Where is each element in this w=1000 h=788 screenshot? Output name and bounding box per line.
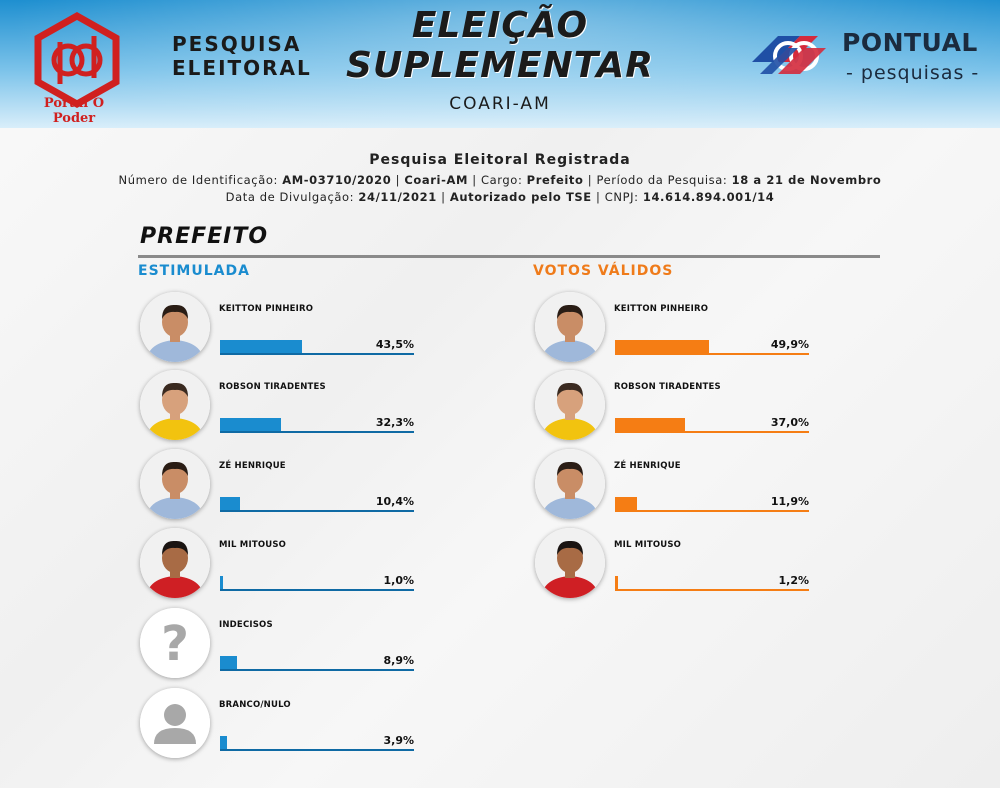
bar: [615, 418, 685, 431]
bar-category-label: ZÉ HENRIQUE: [219, 461, 286, 471]
info-segment: | Período da Pesquisa:: [583, 173, 732, 187]
section-divider: [138, 255, 880, 258]
bar-value-label: 1,2%: [778, 574, 809, 587]
info-segment: Número de Identificação:: [118, 173, 283, 187]
title-line2: SUPLEMENTAR: [346, 45, 654, 86]
info-segment: Prefeito: [526, 173, 584, 187]
info-segment: | Cargo:: [468, 173, 527, 187]
chart-title-estimulada: ESTIMULADA: [138, 263, 250, 279]
info-segment: |: [391, 173, 405, 187]
info-segment: 24/11/2021: [358, 190, 437, 204]
bar: [615, 497, 638, 510]
city-subtitle: COARI-AM: [449, 94, 551, 114]
bar-track: [615, 353, 809, 355]
bar: [220, 576, 223, 589]
bar-value-label: 32,3%: [375, 416, 414, 429]
photo-man-blue-shirt: [535, 449, 605, 519]
info-segment: 18 a 21 de Novembro: [731, 173, 882, 187]
candidate-avatar: [535, 292, 605, 362]
bar-track: [615, 589, 809, 591]
bar-category-label: MIL MITOUSO: [614, 540, 682, 550]
bar-category-label: ROBSON TIRADENTES: [219, 382, 326, 392]
bar-value-label: 8,9%: [383, 654, 414, 667]
candidate-avatar: ?: [140, 608, 210, 678]
question-mark-icon: ?: [140, 608, 210, 678]
bar-value-label: 43,5%: [375, 338, 414, 351]
photo-man-blue-shirt: [140, 292, 210, 362]
photo-man-yellow-shirt: [140, 370, 210, 440]
bar-track: [220, 510, 414, 512]
bar-track: [220, 589, 414, 591]
bar-category-label: INDECISOS: [219, 620, 273, 630]
svg-text:?: ?: [161, 616, 189, 672]
photo-man-red-shirt: [535, 528, 605, 598]
info-segment: Data de Divulgação:: [225, 190, 359, 204]
portal-o-poder-logo: [34, 12, 120, 109]
bar: [220, 418, 281, 431]
candidate-avatar: [140, 292, 210, 362]
photo-man-yellow-shirt: [535, 370, 605, 440]
candidate-avatar: [140, 449, 210, 519]
candidate-avatar: [140, 528, 210, 598]
bar-category-label: ZÉ HENRIQUE: [614, 461, 681, 471]
bar-track: [220, 749, 414, 751]
bar-value-label: 10,4%: [375, 495, 414, 508]
bar-value-label: 49,9%: [770, 338, 809, 351]
info-segment: AM-03710/2020: [282, 173, 392, 187]
bar-category-label: KEITTON PINHEIRO: [219, 304, 314, 314]
pesquisa-line2: ELEITORAL: [172, 56, 312, 80]
info-title: Pesquisa Eleitoral Registrada: [369, 152, 631, 168]
bar-track: [220, 431, 414, 433]
bar-value-label: 3,9%: [383, 734, 414, 747]
bar-value-label: 1,0%: [383, 574, 414, 587]
brand-right-subtext: - pesquisas -: [846, 62, 980, 84]
bar: [220, 340, 302, 353]
pesquisa-eleitoral-label: PESQUISA ELEITORAL: [172, 32, 312, 80]
bar: [220, 656, 237, 669]
bar-category-label: MIL MITOUSO: [219, 540, 287, 550]
bar-category-label: BRANCO/NULO: [219, 700, 291, 710]
bar-value-label: 37,0%: [770, 416, 809, 429]
header-banner: Portal O Poder PESQUISA ELEITORAL ELEIÇÃ…: [0, 0, 1000, 128]
info-segment: |: [436, 190, 450, 204]
info-segment: Coari-AM: [404, 173, 469, 187]
candidate-avatar: [140, 370, 210, 440]
photo-man-red-shirt: [140, 528, 210, 598]
bar-track: [615, 431, 809, 433]
bar-category-label: ROBSON TIRADENTES: [614, 382, 721, 392]
info-segment: 14.614.894.001/14: [642, 190, 775, 204]
brand-right-text: PONTUAL: [842, 28, 978, 57]
person-silhouette-icon: [140, 688, 210, 758]
bar-category-label: KEITTON PINHEIRO: [614, 304, 709, 314]
title-line1: ELEIÇÃO: [411, 5, 589, 46]
info-segment: Autorizado pelo TSE: [449, 190, 592, 204]
main-title: ELEIÇÃO SUPLEMENTAR: [330, 6, 670, 86]
chart-title-votos-validos: VOTOS VÁLIDOS: [533, 263, 674, 279]
bar-track: [220, 353, 414, 355]
candidate-avatar: [535, 528, 605, 598]
pontual-logo: [752, 36, 826, 74]
candidate-avatar: [535, 449, 605, 519]
bar: [615, 340, 709, 353]
bar-track: [220, 669, 414, 671]
photo-man-blue-shirt: [140, 449, 210, 519]
candidate-avatar: [535, 370, 605, 440]
bar-value-label: 11,9%: [770, 495, 809, 508]
bar: [220, 736, 228, 749]
info-line-1: Número de Identificação: AM-03710/2020 |…: [60, 173, 940, 187]
photo-man-blue-shirt: [535, 292, 605, 362]
info-line-2: Data de Divulgação: 24/11/2021 | Autoriz…: [60, 190, 940, 204]
bar: [220, 497, 240, 510]
section-title: PREFEITO: [140, 224, 269, 249]
info-segment: | CNPJ:: [591, 190, 643, 204]
bar-track: [615, 510, 809, 512]
pesquisa-line1: PESQUISA: [172, 32, 302, 56]
brand-left-text: Portal O Poder: [43, 96, 105, 126]
bar: [615, 576, 618, 589]
candidate-avatar: [140, 688, 210, 758]
